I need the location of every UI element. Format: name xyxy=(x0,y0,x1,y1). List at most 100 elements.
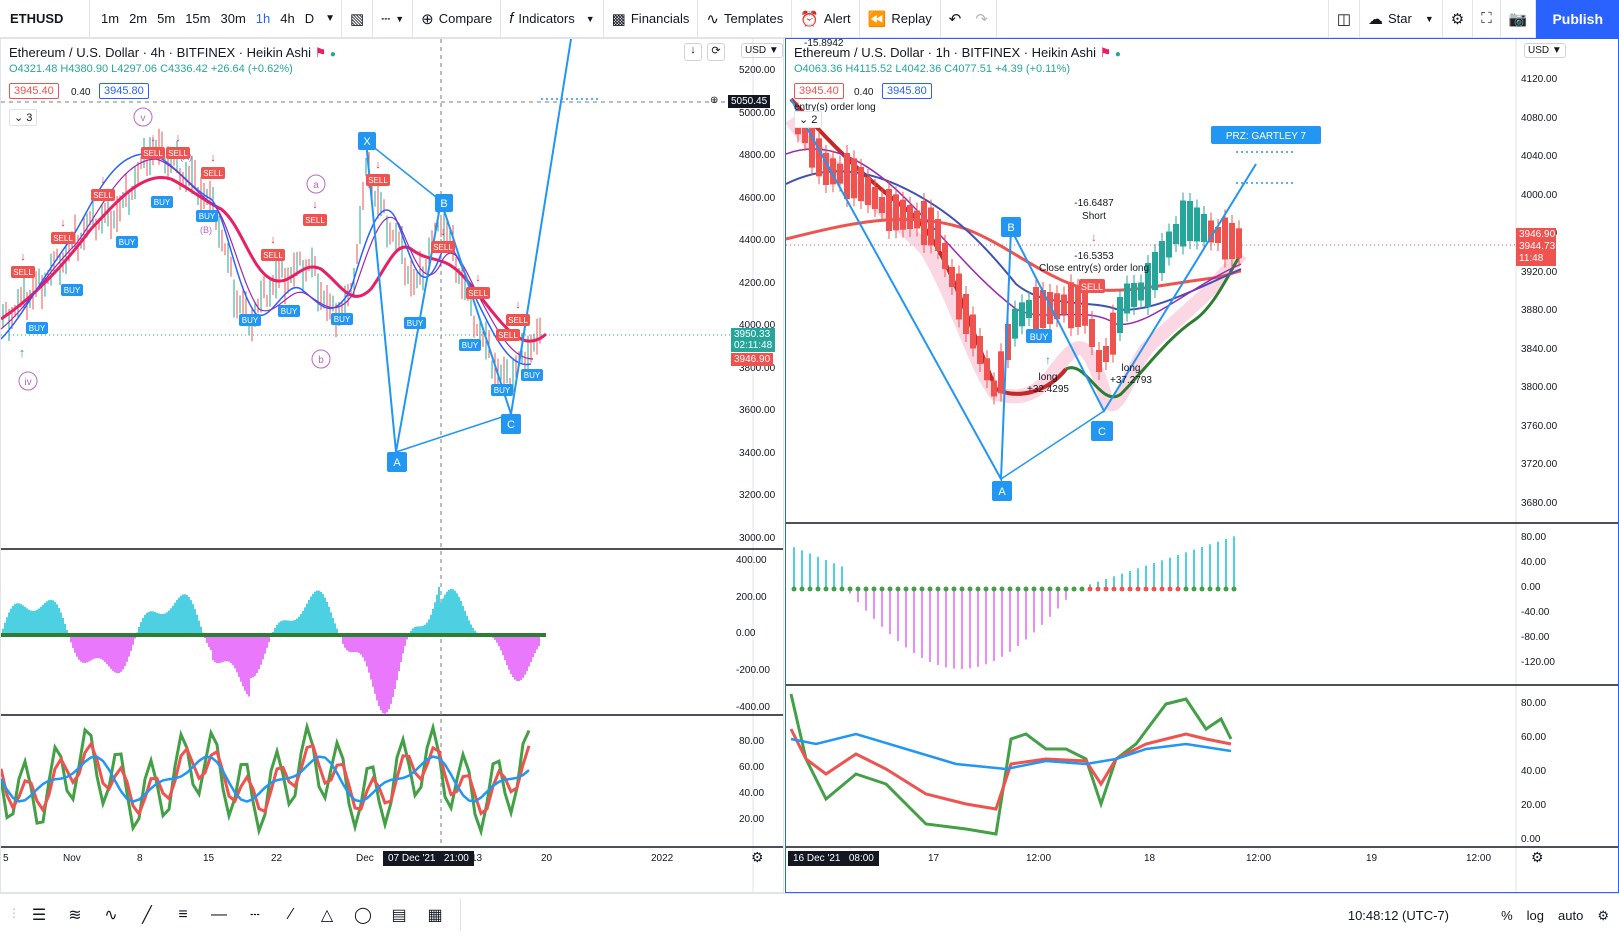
right-candle-body xyxy=(1089,319,1095,347)
flag-icon[interactable]: ⚑ xyxy=(1099,45,1112,60)
layout-button[interactable]: ◫ xyxy=(1327,0,1361,38)
chart-type-button[interactable]: ┄ ▼ xyxy=(373,0,414,38)
interval-D[interactable]: D xyxy=(304,11,315,26)
osc-dot xyxy=(927,586,933,592)
horizontal-ray-icon[interactable]: — xyxy=(211,906,227,923)
left-chart-pane[interactable]: X A B C iv v a b (B) (A) SELL↓SELL↓SELL↓… xyxy=(0,38,784,893)
buy-signal-tag xyxy=(404,317,426,329)
interval-4h[interactable]: 4h xyxy=(280,11,295,26)
compare-button[interactable]: ⊕ Compare xyxy=(413,0,502,38)
interval-30m[interactable]: 30m xyxy=(220,11,246,26)
interval-1m[interactable]: 1m xyxy=(101,11,120,26)
right-buy-price[interactable]: 3945.80 xyxy=(882,83,932,99)
left-price-label: 4200.00 xyxy=(739,277,776,289)
abcd-pattern-icon[interactable]: ≋ xyxy=(68,907,82,924)
parallel-channel-icon[interactable]: ≡ xyxy=(178,906,188,923)
osc-dot xyxy=(1183,586,1189,592)
symbol-search[interactable]: ETHUSD xyxy=(0,0,90,38)
right-rsi-label: 80.00 xyxy=(1521,698,1547,709)
settings-button[interactable]: ⚙ xyxy=(1443,0,1474,38)
right-candle-body xyxy=(1145,263,1151,307)
fullscreen-button[interactable]: ⛶ xyxy=(1473,0,1501,38)
chevron-down-icon: ⌄ xyxy=(799,114,809,126)
left-sell-price[interactable]: 3945.40 xyxy=(9,83,59,99)
interval-5m[interactable]: 5m xyxy=(157,11,176,26)
sell-signal-tag xyxy=(51,232,75,244)
auto-scale-toggle[interactable]: auto xyxy=(1558,908,1584,923)
elliott-wave-icon[interactable]: ∿ xyxy=(104,907,118,924)
left-osc-label: -400.00 xyxy=(736,701,770,713)
chevron-down-icon[interactable]: ▼ xyxy=(325,13,336,24)
left-reset-button[interactable]: ⟳ xyxy=(707,43,725,61)
left-point-x: X xyxy=(358,132,376,150)
left-chart-canvas[interactable]: X A B C iv v a b (B) (A) SELL↓SELL↓SELL↓… xyxy=(1,39,784,893)
right-candle-body xyxy=(1124,283,1130,314)
left-rsi-green xyxy=(1,720,531,838)
flag-icon[interactable]: ⚑ xyxy=(314,45,327,60)
left-scroll-down-button[interactable]: ↓ xyxy=(684,43,702,61)
right-rsi-label: 40.00 xyxy=(1521,766,1547,777)
bars-pattern-icon[interactable]: ┄ xyxy=(250,907,260,924)
gear-icon[interactable]: ⚙ xyxy=(1597,908,1609,923)
refresh-icon: ⟳ xyxy=(711,45,721,57)
right-point-c-label: C xyxy=(1098,426,1106,438)
drag-handle-icon[interactable]: ⋮ xyxy=(8,906,20,920)
star-button[interactable]: ☁ Star ▼ xyxy=(1360,0,1443,38)
replay-button[interactable]: ⏪ Replay xyxy=(860,0,941,38)
left-oscillator-group xyxy=(2,586,540,714)
menu-icon[interactable]: ☰ xyxy=(31,907,47,924)
trend-line-icon[interactable]: ╱ xyxy=(142,907,152,924)
ray-icon[interactable]: ∕ xyxy=(289,906,293,923)
financials-button[interactable]: ▩ Financials xyxy=(604,0,699,38)
right-candle-body xyxy=(865,177,871,205)
sell-signal-text: SELL xyxy=(93,191,113,200)
publish-button[interactable]: Publish xyxy=(1536,0,1619,38)
right-point-b-label: B xyxy=(1007,222,1014,234)
interval-1h[interactable]: 1h xyxy=(255,11,271,26)
xabcd-pattern-icon[interactable]: △ xyxy=(320,907,334,924)
left-time-settings-button[interactable]: ⚙ xyxy=(751,849,764,866)
osc-dot xyxy=(943,586,949,592)
left-projection-line xyxy=(510,39,572,415)
fib-retracement-icon[interactable]: ▤ xyxy=(391,907,407,924)
templates-button[interactable]: ∿ Templates xyxy=(698,0,793,38)
indicators-button[interactable]: f Indicators ▼ xyxy=(501,0,604,38)
percent-scale-toggle[interactable]: % xyxy=(1501,908,1513,923)
left-rsi-group xyxy=(1,720,531,838)
log-scale-toggle[interactable]: log xyxy=(1526,908,1545,923)
right-time-settings-button[interactable]: ⚙ xyxy=(1531,849,1544,866)
right-candle-body xyxy=(844,153,850,199)
right-close-value: -16.5353 xyxy=(1074,251,1114,262)
right-chart-pane[interactable]: A B C PRZ: GARTLEY 7 -16.6487 Short ↓ -1… xyxy=(785,38,1619,893)
fib-extension-icon[interactable]: ▦ xyxy=(427,907,443,924)
replay-label: Replay xyxy=(891,11,932,26)
left-indicators-toggle[interactable]: ⌄ 3 xyxy=(9,109,38,126)
interval-2m[interactable]: 2m xyxy=(129,11,148,26)
right-candle-body xyxy=(1012,308,1018,339)
interval-15m[interactable]: 15m xyxy=(185,11,211,26)
right-currency-button[interactable]: USD ▼ xyxy=(1524,43,1566,58)
undo-icon[interactable]: ↶ xyxy=(948,10,962,28)
buy-signal-tag xyxy=(116,236,138,248)
redo-icon[interactable]: ↷ xyxy=(975,10,988,28)
right-sell-price[interactable]: 3945.40 xyxy=(794,83,844,99)
buy-signal-text: BUY xyxy=(154,198,171,207)
left-price-label: 3200.00 xyxy=(739,490,776,501)
osc-dot xyxy=(1119,586,1125,592)
status-clock[interactable]: 10:48:12 (UTC-7) xyxy=(1347,908,1449,923)
right-countdown-text: 11:48 xyxy=(1519,253,1544,264)
right-osc-label: 0.00 xyxy=(1521,582,1541,593)
alert-button[interactable]: ⏰ Alert xyxy=(792,0,860,38)
snapshot-button[interactable]: 📷 xyxy=(1501,0,1537,38)
right-indicators-toggle[interactable]: ⌄ 2 xyxy=(794,111,823,128)
left-price-label: 4800.00 xyxy=(739,150,776,161)
right-chart-canvas[interactable]: A B C PRZ: GARTLEY 7 -16.6487 Short ↓ -1… xyxy=(786,39,1619,893)
right-price-label: 4120.00 xyxy=(1521,74,1558,85)
right-long1-value: +32.4295 xyxy=(1027,384,1069,395)
bar-style-button[interactable]: ▧ xyxy=(342,0,374,38)
fib-circle-icon[interactable]: ◯ xyxy=(354,907,372,924)
right-candle-body xyxy=(1201,214,1207,242)
right-candle-body xyxy=(1215,227,1221,243)
left-currency-button[interactable]: USD ▼ xyxy=(741,43,783,58)
left-buy-price[interactable]: 3945.80 xyxy=(99,83,149,99)
